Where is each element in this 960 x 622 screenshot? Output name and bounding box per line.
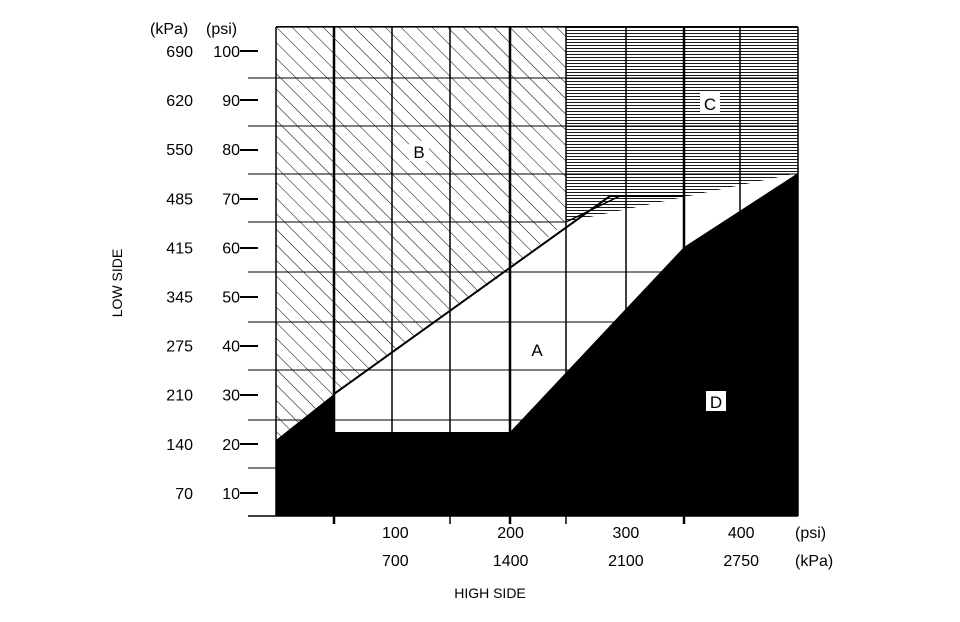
- y-tick-label-psi: 90: [222, 93, 240, 110]
- x-axis-title: HIGH SIDE: [454, 585, 526, 601]
- region-label-b-bg: [409, 141, 429, 161]
- y-tick-label-kpa: 140: [166, 437, 193, 454]
- y-tick-marks: [240, 50, 258, 494]
- y-unit-psi: (psi): [206, 21, 237, 38]
- x-unit-psi: (psi): [795, 525, 826, 542]
- region-label-d: D: [710, 393, 722, 412]
- region-label-b: B: [413, 143, 424, 162]
- y-tick-label-kpa: 345: [166, 290, 193, 307]
- y-tick-label-psi: 60: [222, 240, 240, 257]
- y-axis-title: LOW SIDE: [109, 249, 125, 317]
- y-tick-label-psi: 100: [213, 44, 240, 61]
- y-axis-labels: 690 100 620 90 550 80 485 70 415 60 345 50 275 40 210 3…: [166, 44, 240, 503]
- region-label-d-bg: [706, 391, 726, 411]
- y-tick-label-kpa: 70: [175, 486, 193, 503]
- x-tick-label-kpa: 1400: [493, 553, 529, 570]
- region-label-c-bg: [700, 93, 720, 113]
- chart-frame-top-edge: [276, 26, 798, 28]
- x-axis-labels: 100 700 200 1400 300 2100 400 2750: [382, 525, 759, 570]
- region-label-a: A: [531, 341, 543, 360]
- y-tick-label-kpa: 690: [166, 44, 193, 61]
- region-d-area: [276, 173, 798, 516]
- x-tick-label-psi: 300: [613, 525, 640, 542]
- region-label-c: C: [704, 95, 716, 114]
- x-tick-label-psi: 200: [497, 525, 524, 542]
- y-tick-label-psi: 80: [222, 142, 240, 159]
- y-tick-label-kpa: 210: [166, 388, 193, 405]
- region-b-area: [276, 27, 566, 440]
- y-tick-label-kpa: 550: [166, 142, 193, 159]
- y-tick-label-kpa: 415: [166, 240, 193, 257]
- x-tick-label-psi: 400: [728, 525, 755, 542]
- x-unit-kpa: (kPa): [795, 553, 833, 570]
- region-c-area: [566, 27, 798, 222]
- y-tick-label-kpa: 485: [166, 191, 193, 208]
- y-tick-label-psi: 70: [222, 191, 240, 208]
- y-tick-label-psi: 10: [222, 486, 240, 503]
- region-boundary-c: [565, 195, 684, 223]
- x-tick-label-kpa: 700: [382, 553, 409, 570]
- x-tick-label-kpa: 2750: [723, 553, 759, 570]
- x-tick-label-kpa: 2100: [608, 553, 644, 570]
- y-tick-label-psi: 20: [222, 437, 240, 454]
- y-tick-label-psi: 30: [222, 388, 240, 405]
- y-tick-label-kpa: 275: [166, 339, 193, 356]
- x-tick-label-psi: 100: [382, 525, 409, 542]
- y-unit-kpa: (kPa): [150, 21, 188, 38]
- y-tick-label-psi: 40: [222, 339, 240, 356]
- y-tick-label-psi: 50: [222, 290, 240, 307]
- y-tick-label-kpa: 620: [166, 93, 193, 110]
